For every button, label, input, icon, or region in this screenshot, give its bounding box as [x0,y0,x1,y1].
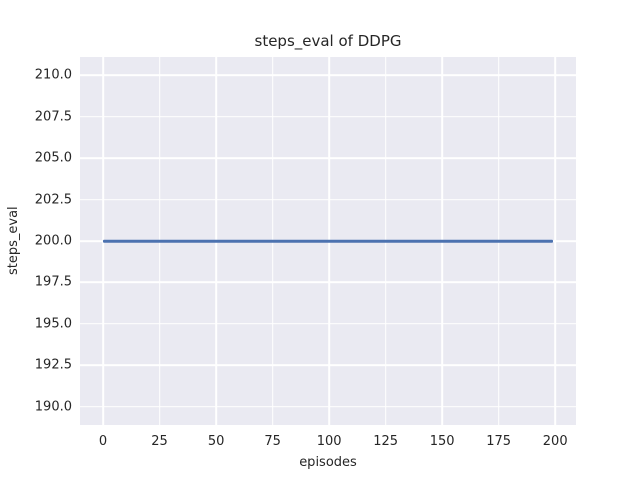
x-tick-label: 75 [264,434,281,449]
y-gridline [80,364,576,367]
y-tick-label: 192.5 [34,357,72,373]
y-tick-label: 190.0 [34,399,72,415]
y-tick-label: 202.5 [34,192,72,208]
x-tick-label: 25 [151,434,168,449]
series-line-steps_eval [103,239,553,243]
y-tick-label: 195.0 [34,316,72,332]
y-gridline [80,198,576,201]
x-tick-label: 50 [207,434,225,449]
x-tick-label: 175 [486,434,512,449]
y-axis-title: steps_eval [6,206,21,276]
chart-title: steps_eval of DDPG [254,32,402,50]
y-gridline [80,74,576,77]
x-axis-title: episodes [299,455,357,470]
y-gridline [80,323,576,325]
y-tick-label: 205.0 [34,150,72,166]
x-tick-label: 125 [373,434,399,449]
x-tick-label: 100 [316,434,342,449]
x-tick-label: 0 [98,434,108,449]
x-tick-label: 150 [429,434,455,449]
x-tick-label: 200 [542,434,568,449]
x-axis-tick-labels: 0 25 50 75 100 125 150 175 200 [80,434,576,452]
y-gridline [80,157,576,159]
y-tick-label: 207.5 [34,109,72,125]
y-tick-label: 210.0 [34,67,72,83]
plot-area [80,57,576,425]
y-tick-label: 197.5 [34,274,72,290]
y-tick-label: 200.0 [34,233,72,249]
y-gridline [80,405,576,408]
y-gridline [80,115,576,118]
y-axis-tick-labels: 190.0 192.5 195.0 197.5 200.0 202.5 205.0 207.5… [0,57,72,425]
y-gridline [80,281,576,284]
